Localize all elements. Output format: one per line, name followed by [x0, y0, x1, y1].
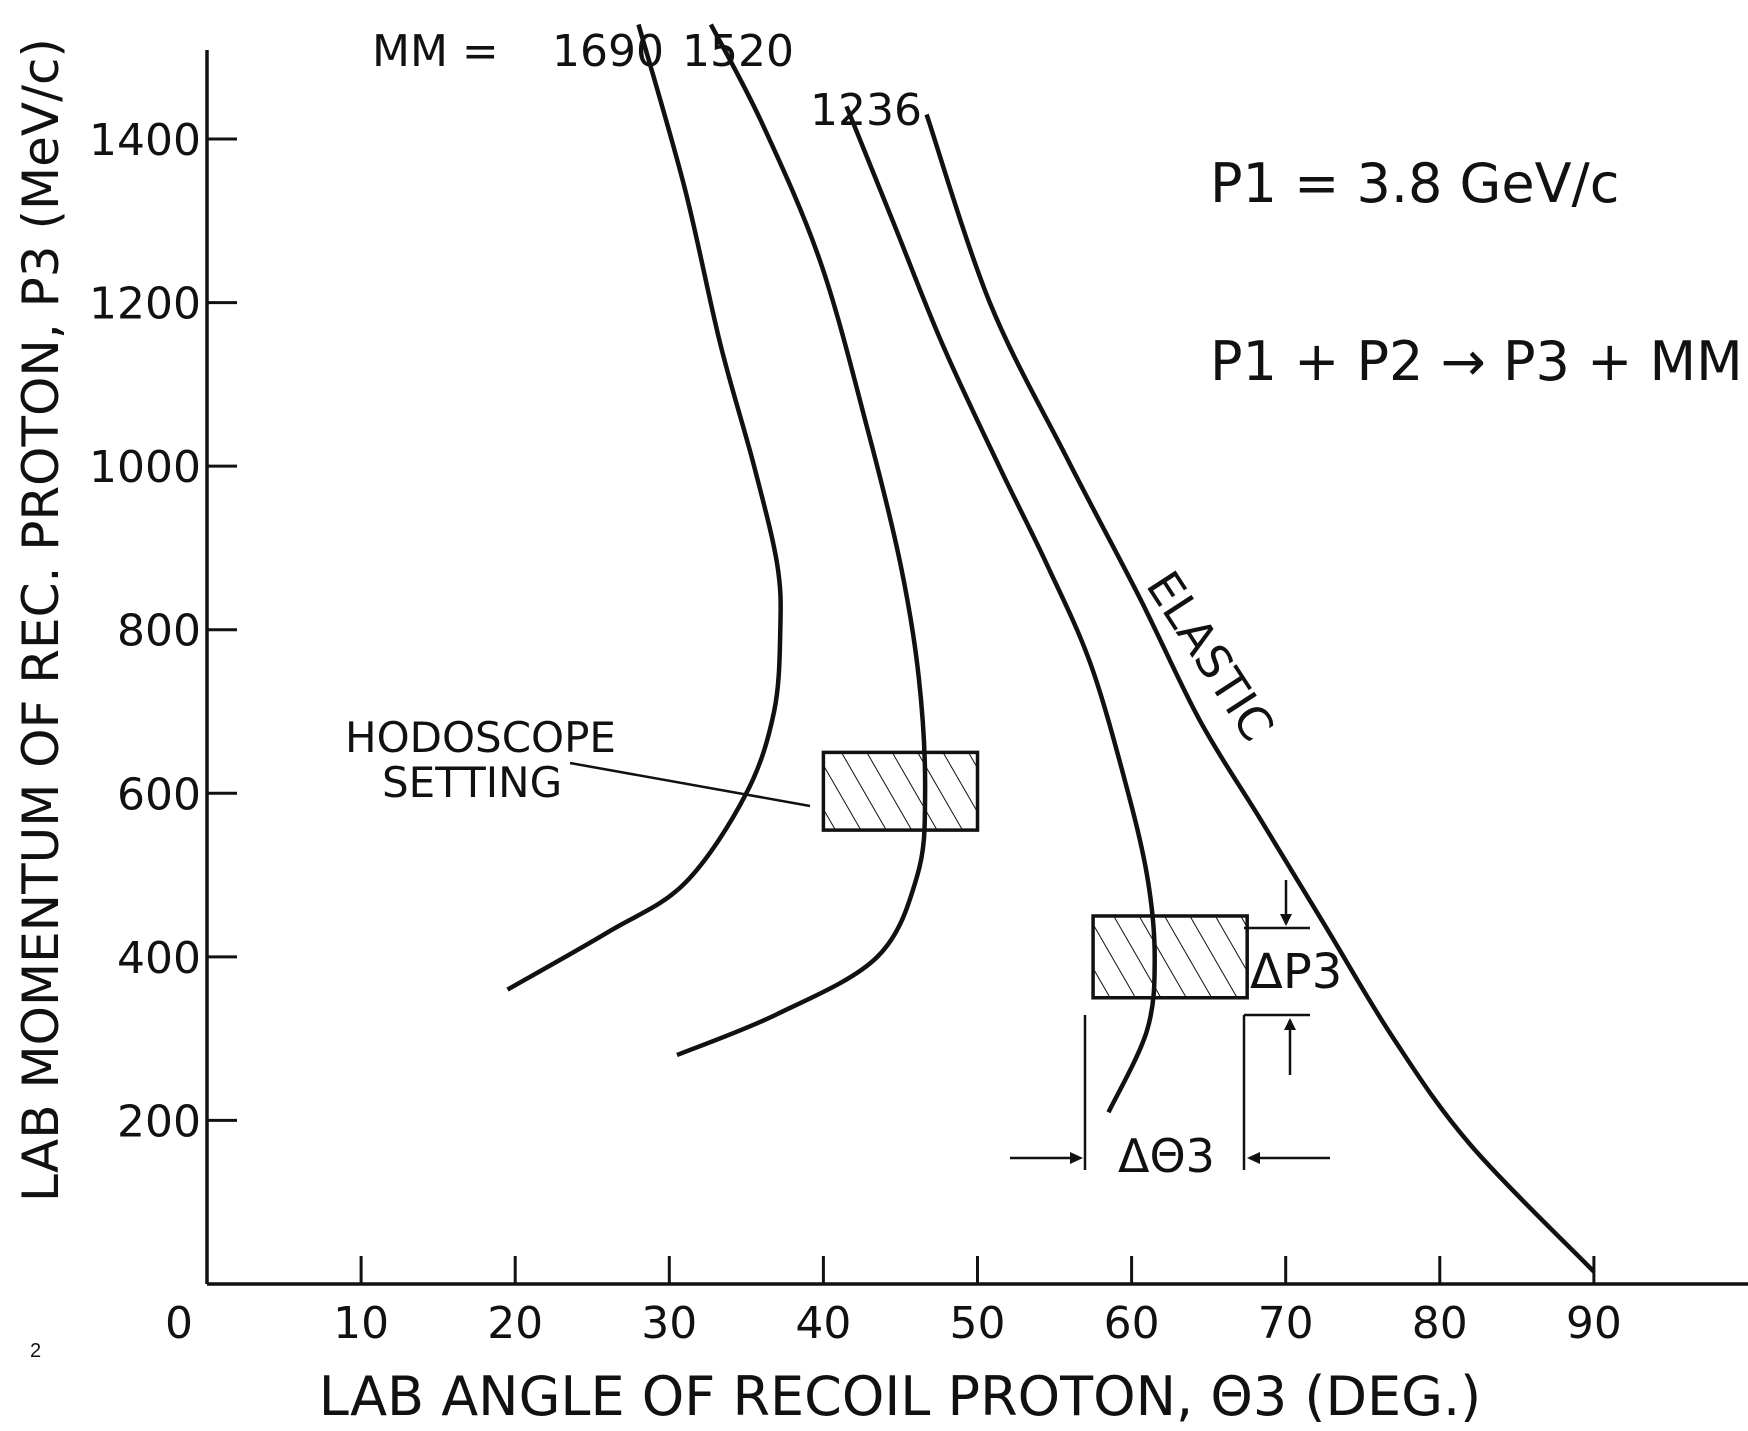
x-tick-label: 50: [950, 1298, 1006, 1349]
y-tick-label: 600: [117, 769, 201, 820]
y-tick-label: 1200: [89, 279, 201, 330]
curve-label-1690: 1690: [552, 26, 664, 77]
y-tick-label: 1000: [89, 442, 201, 493]
hodoscope-box-2: [1091, 914, 1249, 1000]
p1-annotation: P1 = 3.8 GeV/c: [1210, 152, 1619, 215]
hodoscope-label-line1: HODOSCOPE: [345, 713, 616, 762]
x-tick-label: 90: [1566, 1298, 1622, 1349]
delta-theta-arrowhead-right: [1247, 1152, 1260, 1164]
curve-elastic: [924, 113, 1596, 1274]
x-tick-label: 30: [641, 1298, 697, 1349]
y-tick-label: 800: [117, 606, 201, 657]
delta-theta-label: ΔΘ3: [1118, 1129, 1215, 1183]
curve-label-1520: 1520: [682, 26, 794, 77]
x-tick-label: 40: [795, 1298, 851, 1349]
delta-p-arrowhead-bottom: [1284, 1018, 1296, 1030]
delta-p-label: ΔP3: [1250, 944, 1342, 1000]
hodoscope-leader-line: [569, 761, 811, 808]
x-tick-label: 70: [1258, 1298, 1314, 1349]
delta-p-arrowhead-top: [1280, 914, 1292, 926]
curve-label-1236: 1236: [810, 85, 922, 136]
hodoscope-box-1: [821, 750, 980, 832]
curve-1690: [506, 23, 783, 992]
hodoscope-boxes: [821, 750, 1249, 1000]
y-tick-label: 200: [117, 1096, 201, 1147]
curve-label-elastic: ELASTIC: [1136, 562, 1285, 751]
delta-theta-arrowhead-left: [1070, 1152, 1083, 1164]
mm-prefix-label: MM =: [372, 26, 499, 77]
y-tick-label: 400: [117, 933, 201, 984]
x-axis-label: LAB ANGLE OF RECOIL PROTON, Θ3 (DEG.): [319, 1365, 1481, 1428]
x-tick-label: 10: [333, 1298, 389, 1349]
x-tick-label: 0: [165, 1298, 193, 1349]
x-tick-label: 20: [487, 1298, 543, 1349]
x-tick-label: 80: [1412, 1298, 1468, 1349]
x-ticks: 0 10 20 30 40 50 60 70 80 90: [165, 1256, 1622, 1349]
hodoscope-label-line2: SETTING: [382, 758, 562, 807]
reaction-annotation: P1 + P2 → P3 + MM: [1210, 330, 1743, 393]
y-ticks: 200 400 600 800 1000 1200 1400: [89, 115, 237, 1147]
curve-1520: [676, 23, 928, 1058]
x-tick-label: 60: [1104, 1298, 1160, 1349]
page-number: 2: [30, 1340, 42, 1362]
y-tick-label: 1400: [89, 115, 201, 166]
y-axis-label: LAB MOMENTUM OF REC. PROTON, P3 (MeV/c): [12, 38, 70, 1202]
